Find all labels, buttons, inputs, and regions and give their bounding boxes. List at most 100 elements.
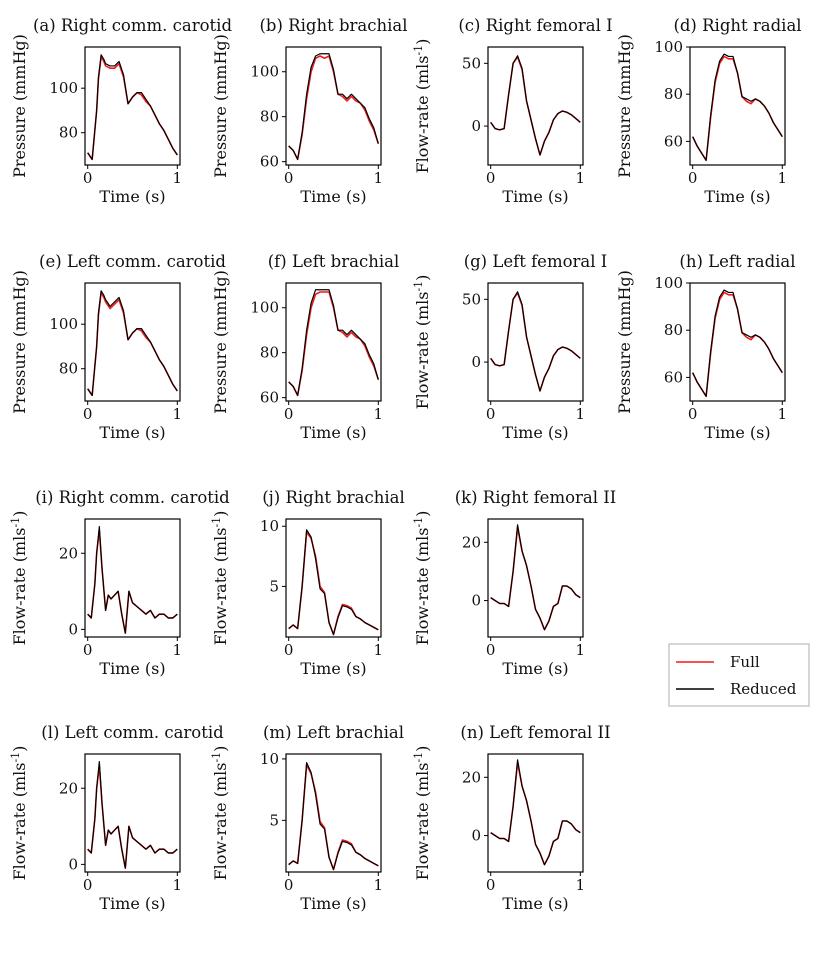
x-tick-label: 1 — [173, 405, 183, 423]
y-axis-label: Pressure (mmHg) — [615, 34, 634, 178]
chart-title: (i) Right comm. carotid — [35, 488, 230, 507]
x-axis-label: Time (s) — [99, 423, 165, 442]
y-tick-label: 20 — [462, 533, 481, 551]
series-line-reduced — [87, 290, 178, 397]
subplot-e: (e) Left comm. carotid 0 1 80 100 Time (s) Pre… — [10, 252, 226, 442]
y-tick-label: 80 — [260, 344, 279, 362]
axes-frame — [487, 518, 584, 638]
x-tick-label: 0 — [284, 641, 294, 659]
chart-title: (d) Right radial — [673, 16, 801, 35]
subplot-j: (j) Right brachial 0 1 5 10 Time (s) Flow-rate… — [210, 488, 405, 678]
subplot-h: (h) Left radial 0 1 60 80 100 Time (s) Pressure… — [615, 252, 796, 442]
x-tick-label: 0 — [688, 169, 698, 187]
y-tick-label: 100 — [654, 274, 683, 292]
y-tick-label: 80 — [260, 108, 279, 126]
x-tick-label: 1 — [576, 405, 586, 423]
x-tick-label: 1 — [173, 641, 183, 659]
x-tick-label: 1 — [576, 641, 586, 659]
y-tick-label: 50 — [462, 290, 481, 308]
y-axis-label: Flow-rate (mls-1) — [9, 746, 30, 881]
series-line-reduced — [87, 761, 178, 869]
series-line-full — [87, 56, 178, 161]
axes-frame — [285, 282, 382, 402]
y-tick-label: 80 — [59, 124, 78, 142]
y-axis-label: Pressure (mmHg) — [10, 34, 29, 178]
x-tick-label: 0 — [284, 876, 294, 894]
series-line-reduced — [490, 759, 581, 866]
x-tick-label: 1 — [173, 876, 183, 894]
chart-title: (a) Right comm. carotid — [33, 16, 232, 35]
axes-frame — [689, 46, 786, 166]
series-line-reduced — [692, 289, 783, 397]
y-axis-label: Flow-rate (mls-1) — [210, 746, 231, 881]
axes-frame — [84, 46, 181, 166]
y-tick-label: 20 — [59, 779, 78, 797]
series-line-reduced — [288, 289, 379, 396]
legend-label-full: Full — [730, 653, 760, 671]
y-axis-label: Flow-rate (mls-1) — [412, 39, 433, 174]
chart-title: (b) Right brachial — [260, 16, 408, 35]
legend: Full Reduced — [668, 643, 810, 707]
x-tick-label: 0 — [486, 641, 496, 659]
series-line-reduced — [288, 53, 379, 160]
axes-frame — [84, 518, 181, 638]
y-axis-label: Flow-rate (mls-1) — [412, 275, 433, 410]
legend-label-reduced: Reduced — [730, 680, 797, 698]
subplot-g: (g) Left femoral I 0 1 0 50 Time (s) Flow-rate… — [412, 252, 608, 442]
x-tick-label: 1 — [778, 405, 788, 423]
x-axis-label: Time (s) — [300, 187, 366, 206]
axes-frame — [285, 46, 382, 166]
x-tick-label: 0 — [83, 876, 93, 894]
series-line-reduced — [490, 524, 581, 631]
chart-title: (k) Right femoral II — [455, 488, 617, 507]
x-axis-label: Time (s) — [502, 659, 568, 678]
x-tick-label: 0 — [486, 405, 496, 423]
x-tick-label: 0 — [284, 405, 294, 423]
y-axis-label: Flow-rate (mls-1) — [210, 511, 231, 646]
y-tick-label: 100 — [654, 38, 683, 56]
y-axis-label: Pressure (mmHg) — [211, 34, 230, 178]
x-tick-label: 0 — [284, 169, 294, 187]
x-tick-label: 0 — [486, 169, 496, 187]
y-axis-label: Pressure (mmHg) — [615, 270, 634, 414]
series-line-reduced — [692, 53, 783, 161]
y-axis-label: Flow-rate (mls-1) — [412, 746, 433, 881]
y-tick-label: 80 — [664, 85, 683, 103]
chart-title: (j) Right brachial — [262, 488, 405, 507]
x-tick-label: 0 — [486, 876, 496, 894]
x-tick-label: 1 — [778, 169, 788, 187]
axes-frame — [84, 282, 181, 402]
chart-title: (e) Left comm. carotid — [39, 252, 226, 271]
subplot-f: (f) Left brachial 0 1 60 80 100 Time (s) Pressu… — [211, 252, 399, 442]
y-tick-label: 60 — [260, 153, 279, 171]
axes-frame — [689, 282, 786, 402]
chart-title: (f) Left brachial — [268, 252, 399, 271]
y-tick-label: 0 — [68, 855, 78, 873]
x-axis-label: Time (s) — [704, 423, 770, 442]
y-tick-label: 100 — [49, 315, 78, 333]
y-axis-label: Pressure (mmHg) — [211, 270, 230, 414]
subplot-m: (m) Left brachial 0 1 5 10 Time (s) Flow-rate … — [210, 723, 405, 913]
x-tick-label: 1 — [374, 876, 384, 894]
x-tick-label: 1 — [374, 169, 384, 187]
chart-title: (n) Left femoral II — [460, 723, 610, 742]
axes-frame — [285, 753, 382, 873]
y-tick-label: 20 — [59, 544, 78, 562]
y-tick-label: 0 — [471, 353, 481, 371]
x-axis-label: Time (s) — [502, 423, 568, 442]
x-tick-label: 0 — [688, 405, 698, 423]
y-tick-label: 50 — [462, 54, 481, 72]
legend-frame — [668, 643, 810, 707]
x-tick-label: 0 — [83, 641, 93, 659]
x-axis-label: Time (s) — [99, 894, 165, 913]
y-tick-label: 20 — [462, 768, 481, 786]
y-tick-label: 0 — [471, 592, 481, 610]
x-tick-label: 1 — [374, 641, 384, 659]
chart-title: (m) Left brachial — [263, 723, 404, 742]
y-tick-label: 0 — [68, 620, 78, 638]
